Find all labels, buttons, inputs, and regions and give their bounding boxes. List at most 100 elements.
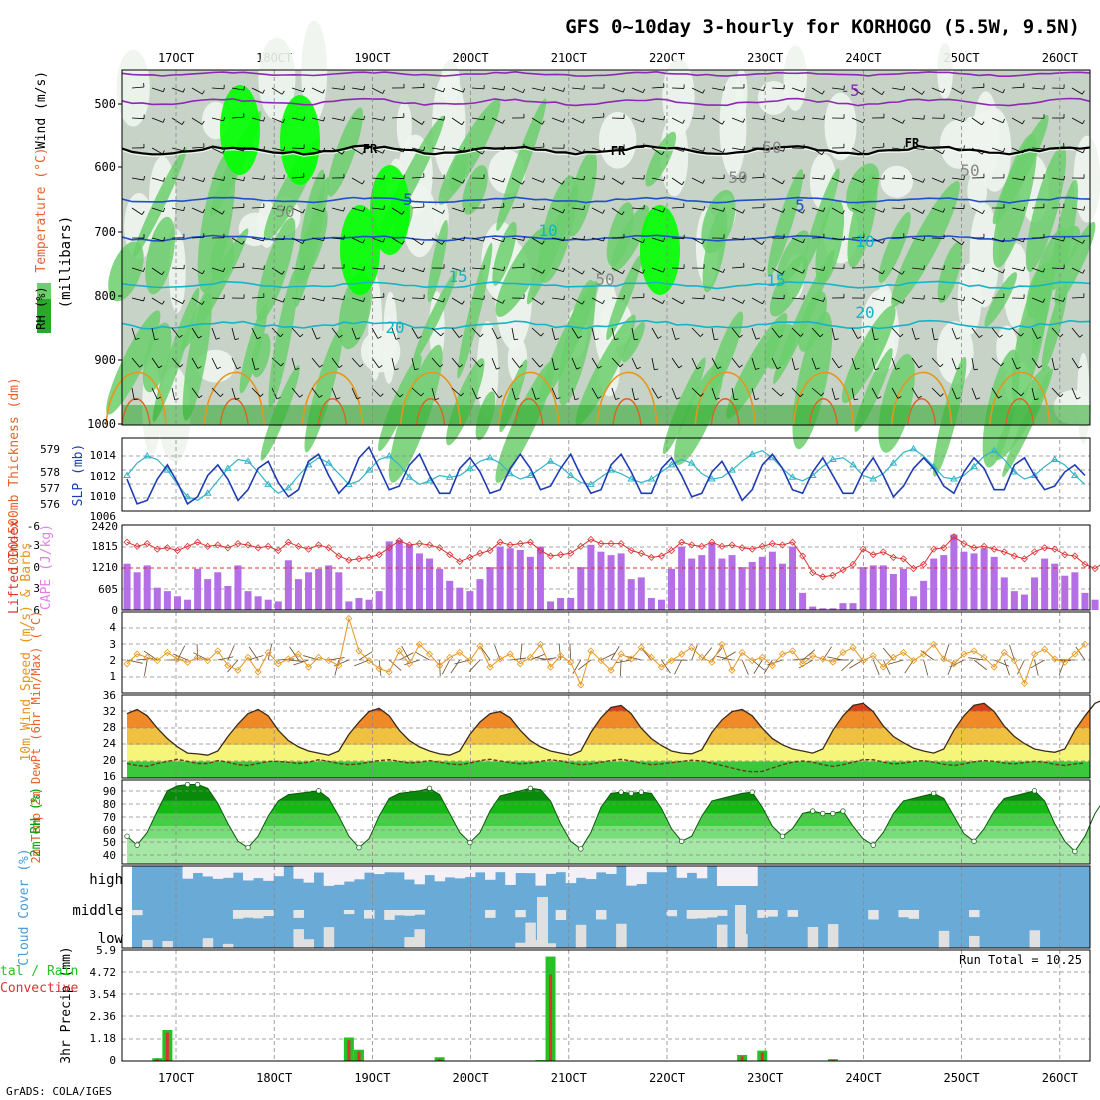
lifted-index-point [909, 564, 918, 573]
wind-barb-10m [1034, 659, 1039, 676]
wind-barb [151, 87, 164, 93]
lifted-index-point [496, 538, 504, 546]
wind-barb [1011, 177, 1024, 181]
wind-barb [691, 117, 704, 120]
wind-barb-flag [260, 393, 264, 397]
wind-barb-10m [288, 659, 305, 662]
wind-barb-flag [715, 397, 720, 400]
wind-barb [411, 206, 424, 209]
wind-barb [431, 207, 443, 214]
wind-barb-10m [615, 659, 632, 664]
lifted-index-point [627, 546, 635, 555]
wind-barb-flag [540, 332, 544, 337]
lifted-index-point [617, 540, 625, 548]
cloud-high-clear [343, 866, 355, 882]
wind-barb-flag [463, 147, 466, 152]
slp-tick-label: 1014 [90, 449, 117, 462]
wind-barb [651, 207, 664, 213]
cloud-low-gap [969, 935, 980, 948]
wind-barb [271, 117, 284, 124]
wind-barb [771, 207, 784, 213]
temperature-contour-surface [710, 398, 740, 426]
wind-barb-10m [1016, 659, 1025, 675]
wind-barb-flag [323, 147, 326, 152]
wind-speed-point [395, 647, 403, 655]
wind-barb [311, 117, 324, 122]
wind-barb-flag [703, 206, 705, 211]
wind-barb [251, 267, 264, 270]
wind-barb [391, 327, 397, 340]
wind-barb-flag [682, 300, 685, 305]
wind-barb [231, 237, 243, 245]
wind-barb-flag [983, 267, 986, 272]
wind-barb-flag [661, 151, 665, 156]
wind-barb-flag [678, 365, 683, 369]
cape-bar [829, 608, 837, 610]
cape-bar [970, 553, 978, 610]
wind-barb [191, 387, 200, 398]
cape-bar [1071, 572, 1079, 610]
lifted-index-point [1030, 548, 1039, 556]
x-date-top-label: 19OCT [354, 51, 390, 65]
wind-barb [671, 237, 685, 240]
wind-barb-10m [358, 651, 373, 661]
wind-barb-flag [776, 366, 781, 370]
wind-barb [431, 387, 436, 400]
wind-barb [811, 207, 824, 212]
wind-barb [331, 297, 344, 300]
wind-barb [1031, 267, 1044, 273]
run-total-label: Run Total = 10.25 [959, 953, 1082, 967]
lifted-index-point [758, 542, 766, 550]
wind-barb-10m [144, 659, 148, 676]
wind-barb [1011, 207, 1024, 212]
wind-barb-flag [236, 366, 241, 370]
wind-barb [951, 207, 965, 210]
cloud-high-clear [273, 866, 284, 877]
cape-bar [163, 591, 171, 610]
wind-barb [651, 357, 655, 370]
wind-barb [531, 177, 544, 183]
wind-barb-10m [530, 653, 546, 661]
cape-bar [688, 558, 696, 610]
lifted-index-point [980, 542, 988, 550]
wind-barb [871, 357, 876, 370]
wind-speed-point [990, 663, 998, 671]
cape-bar [315, 568, 323, 610]
rh-moist-patch [1025, 145, 1067, 272]
lifted-index-point [849, 560, 857, 568]
cloud-middle-gap [686, 910, 698, 919]
cape-bar [789, 546, 797, 610]
wind-speed-point [214, 647, 222, 655]
thickness-point [123, 471, 131, 478]
cloud-low-gap [404, 937, 415, 948]
wind-barb-flag [255, 368, 260, 370]
wind-barb-flag [662, 268, 666, 273]
rh-saturated-patch [640, 205, 680, 295]
cloud-middle-gap [898, 910, 909, 918]
temperature-contour-surface [301, 371, 364, 426]
wind-barb [691, 87, 703, 94]
wind-barb [611, 327, 616, 340]
cloud-low-gap [162, 941, 173, 948]
wind-barb-flag [675, 337, 680, 340]
lifted-index-point [284, 538, 292, 546]
wind-barb [451, 177, 463, 184]
wind-barb [611, 87, 624, 93]
wind-barb [251, 327, 258, 340]
wind-barb [551, 177, 563, 185]
wind-barb [551, 87, 564, 92]
wind-barb-flag [663, 115, 665, 121]
wind-barb-flag [654, 368, 659, 371]
wind-barb-flag [202, 209, 205, 214]
wind-speed-point [950, 660, 958, 668]
thickness-point [687, 459, 696, 466]
temp-tick-label: 28 [103, 721, 116, 734]
wind-barb [251, 147, 264, 151]
lifted-index-point [446, 551, 454, 559]
rh-low-patch [383, 291, 398, 371]
wind-barb [1031, 147, 1044, 150]
rh-saturated-patch [280, 95, 320, 185]
cloud-high-clear [353, 866, 365, 880]
wind-barb-flag [554, 368, 559, 371]
